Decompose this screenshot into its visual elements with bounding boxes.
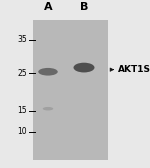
Text: B: B <box>80 2 88 12</box>
Text: 35: 35 <box>17 35 27 44</box>
Text: AKT1S1: AKT1S1 <box>118 65 150 74</box>
Text: 10: 10 <box>17 127 27 136</box>
FancyBboxPatch shape <box>33 20 108 160</box>
Text: 15: 15 <box>17 106 27 115</box>
Text: 25: 25 <box>17 69 27 78</box>
Ellipse shape <box>38 68 58 76</box>
Text: A: A <box>44 2 52 12</box>
Ellipse shape <box>74 63 94 72</box>
Ellipse shape <box>43 107 53 110</box>
